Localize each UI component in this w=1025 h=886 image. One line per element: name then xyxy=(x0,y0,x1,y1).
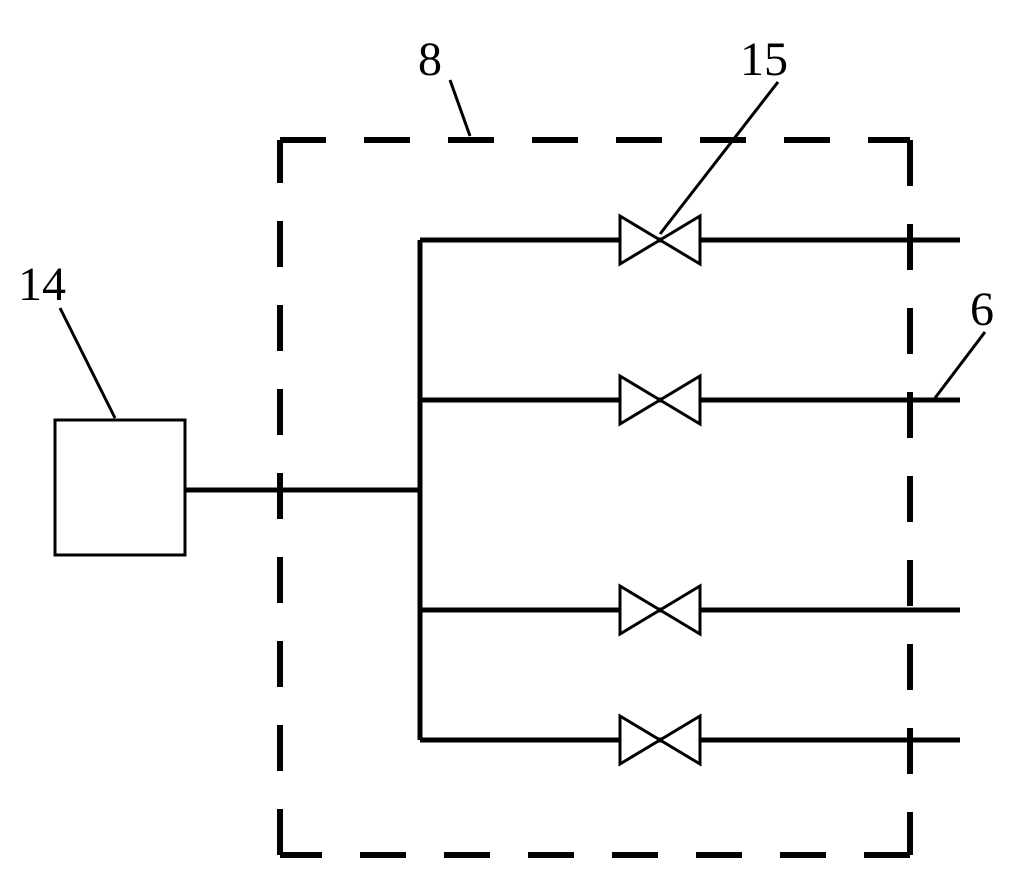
valve-icon-1 xyxy=(620,216,700,264)
label-8: 8 xyxy=(418,33,442,86)
leader-l8 xyxy=(450,80,470,136)
block-14 xyxy=(55,420,185,555)
label-6: 6 xyxy=(970,283,994,336)
valve-icon-4 xyxy=(620,716,700,764)
leader-l14 xyxy=(60,308,115,418)
label-15: 15 xyxy=(740,33,788,86)
valve-icon-3 xyxy=(620,586,700,634)
schematic-diagram: 14 8 15 6 xyxy=(0,0,1025,886)
label-14: 14 xyxy=(18,258,66,311)
leader-l15 xyxy=(660,82,778,234)
valve-icon-2 xyxy=(620,376,700,424)
leader-l6 xyxy=(935,332,985,398)
